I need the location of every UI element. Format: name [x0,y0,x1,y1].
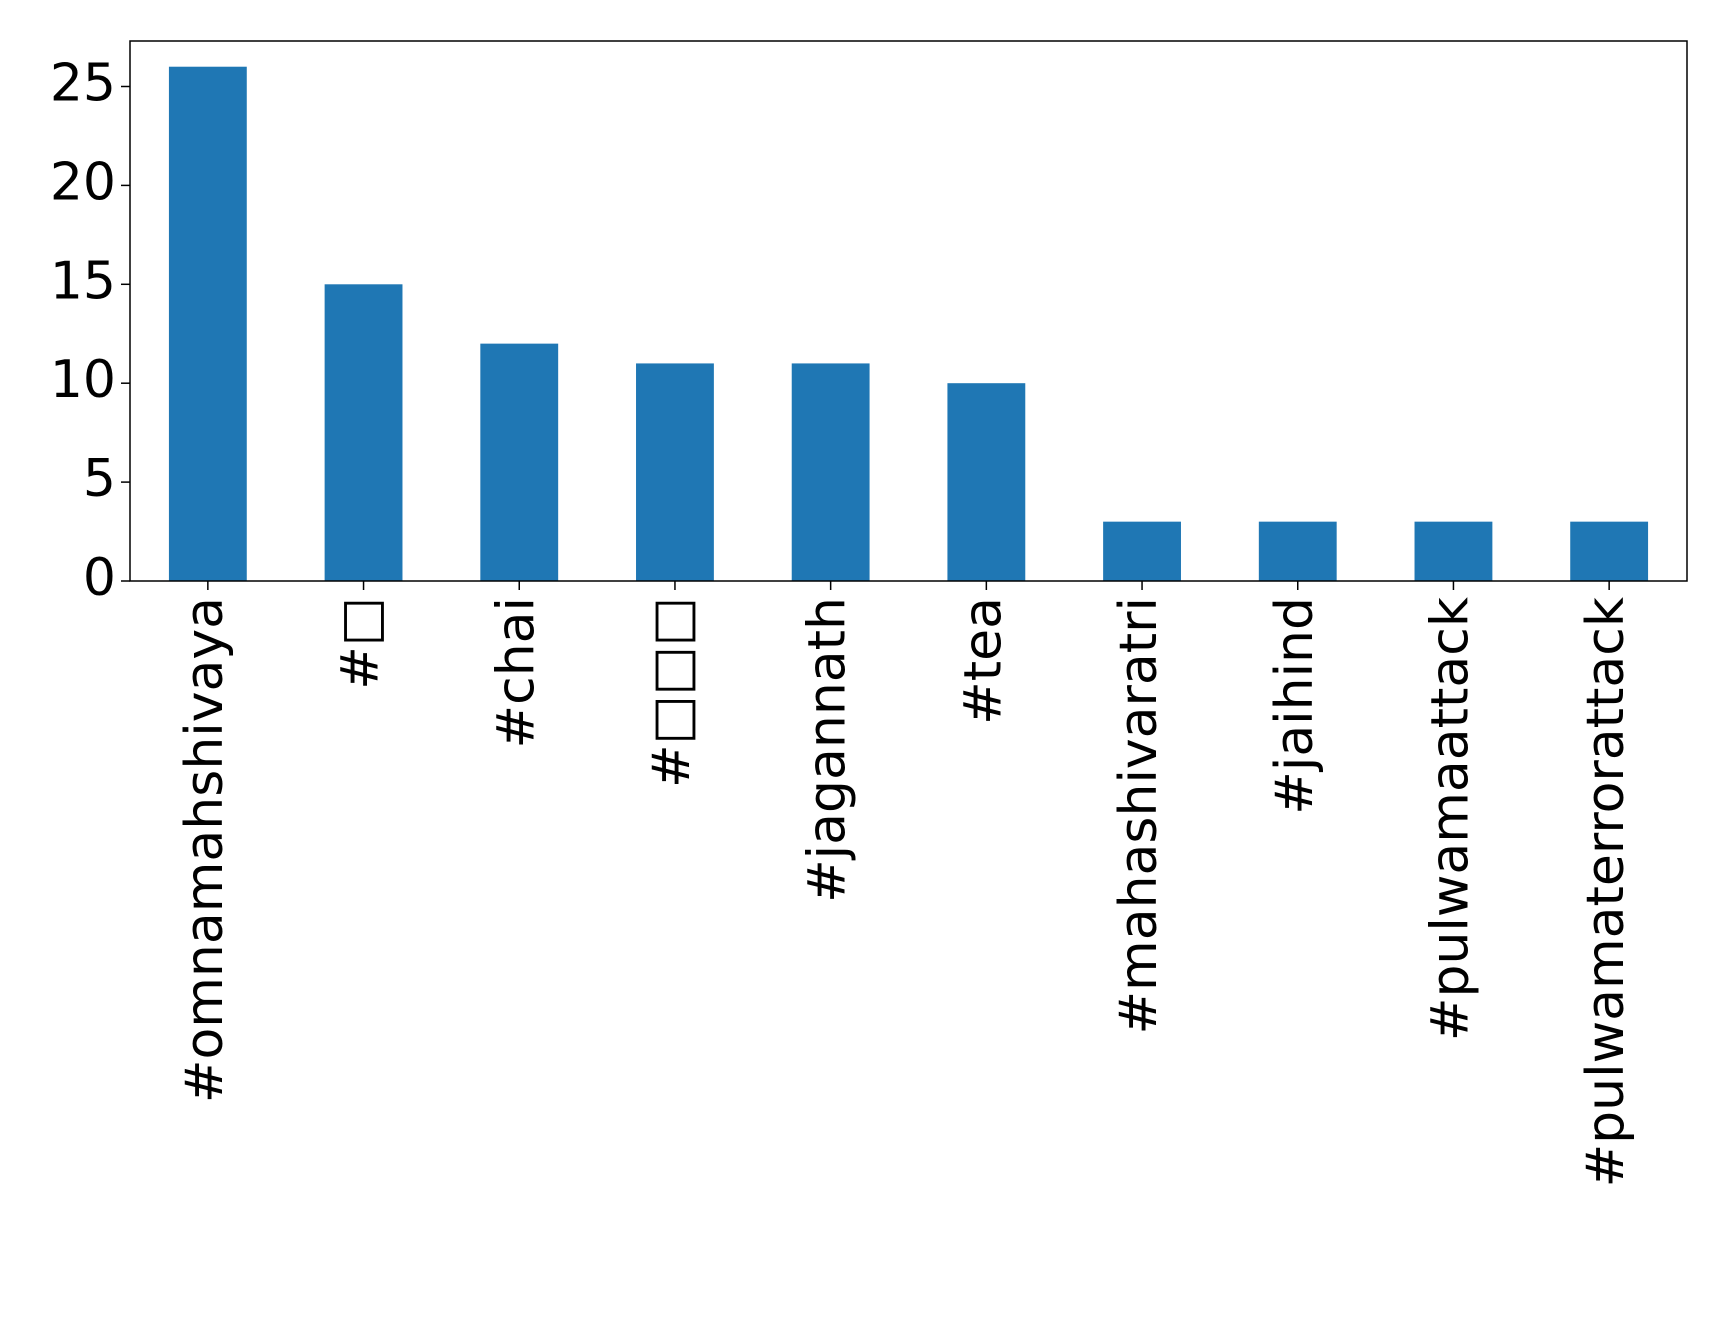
x-tick-label: #tea [953,597,1013,725]
bar [1414,521,1493,581]
y-tick-label: 5 [83,449,116,509]
y-tick-label: 10 [50,350,116,410]
plot-frame [129,40,1688,582]
y-tick-label: 15 [50,251,116,311]
y-tick-label: 25 [50,53,116,113]
x-tick-label: #omnamahshivaya [175,597,235,1103]
bar [791,363,870,581]
bar [168,66,247,581]
bar [1570,521,1649,581]
bar [947,383,1026,581]
bar [480,343,559,581]
x-tick-label: #□ [331,597,391,690]
bar [636,363,714,581]
x-tick-label: #chai [486,597,546,748]
x-tick-label: #□□□ [642,597,702,788]
y-tick-label: 20 [50,152,116,212]
bar [324,284,403,581]
bar [1103,521,1181,581]
x-tick-label: #pulwamaattack [1420,597,1480,1041]
x-tick-label: #jaihind [1265,597,1325,815]
x-tick-label: #mahashivaratri [1109,597,1169,1035]
y-tick-label: 0 [83,548,116,608]
x-tick-label: #jagannath [798,597,858,903]
bar [1258,521,1337,581]
x-tick-label: #pulwamaterrorattack [1576,597,1636,1187]
